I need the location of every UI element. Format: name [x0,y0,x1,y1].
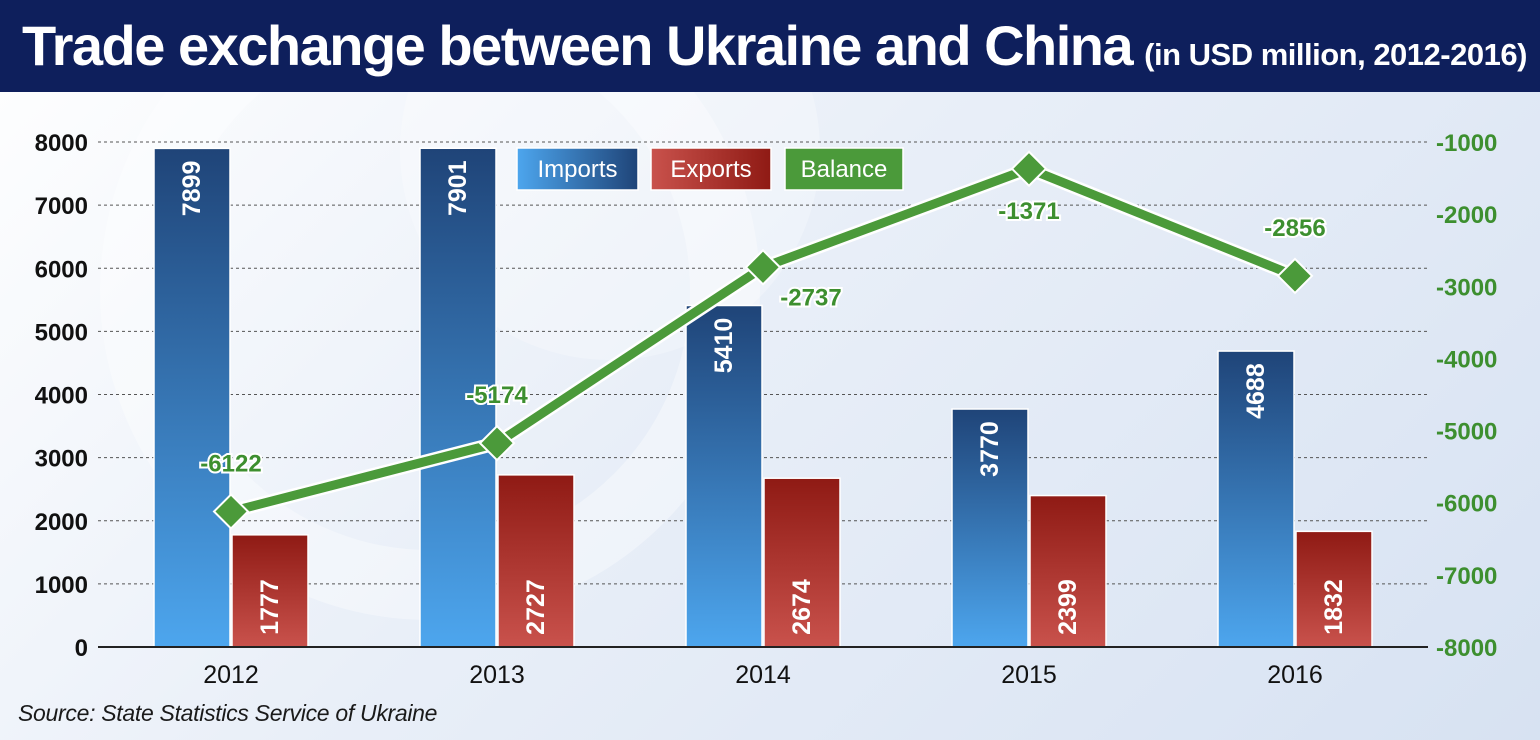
y-left-tick-label: 3000 [35,446,88,473]
y-right-tick-label: -3000 [1436,274,1497,301]
imports-bar [1217,350,1295,648]
legend-swatch [650,147,772,191]
exports-value-label: 2674 [788,579,816,635]
exports-value-label: 2399 [1054,579,1082,635]
exports-value-label: 1777 [256,579,284,635]
balance-point [744,248,782,286]
balance-point [212,493,250,530]
y-right-tick-label: -1000 [1436,130,1497,157]
y-left-tick-label: 6000 [35,256,88,283]
y-right-tick-label: -5000 [1436,419,1497,446]
balance-value-label: -1371 [998,198,1059,225]
imports-value-label: 3770 [976,421,1004,477]
legend-swatch [784,147,904,191]
x-tick-label: 2014 [735,661,791,689]
balance-line: -6122 -5174 -2737 -1371 -2856 [198,150,1328,530]
y-left-tick-label: 7000 [35,193,88,220]
y-right-tick-label: -8000 [1436,635,1497,662]
imports-bar [419,147,497,648]
y-left-tick-label: 5000 [35,319,88,346]
y-left-tick-label: 1000 [35,572,88,599]
exports-value-label: 1832 [1320,579,1348,635]
balance-point [1276,257,1314,295]
chart-subtitle: (in USD million, 2012-2016) [1144,37,1527,72]
bars: 7899 1777 7901 2727 5410 2674 3770 2399 4688 1832 [153,147,1373,648]
legend-label: Exports [670,156,751,183]
source-note: Source: State Statistics Service of Ukra… [18,700,438,726]
y-right-tick-label: -6000 [1436,491,1497,518]
x-tick-label: 2012 [203,661,259,689]
y-right-tick-label: -7000 [1436,563,1497,590]
x-tick-label: 2016 [1267,661,1323,689]
y-left-tick-label: 8000 [35,130,88,157]
y-left-tick-label: 4000 [35,383,88,410]
x-tick-label: 2013 [469,661,525,689]
balance-value-label: -2856 [1264,215,1325,242]
y-left-tick-label: 0 [75,635,88,662]
chart-header: Trade exchange between Ukraine and China… [0,0,1540,92]
trade-chart: 7899 1777 7901 2727 5410 2674 3770 2399 4688 1832… [35,130,1498,689]
balance-line-outline [229,161,1298,519]
legend-label: Imports [537,156,617,183]
balance-value-label: -6122 [200,451,261,478]
balance-value-label: -5174 [466,382,528,409]
balance-value-label: -2737 [780,284,841,311]
exports-value-label: 2727 [522,579,550,635]
imports-bar [153,147,231,648]
y-left-tick-label: 2000 [35,509,88,536]
legend-swatch [516,147,639,191]
imports-value-label: 4688 [1242,363,1270,419]
x-tick-label: 2015 [1001,661,1057,689]
imports-bar [685,304,763,648]
legend-label: Balance [801,156,888,183]
legend: Imports Exports Balance [516,147,904,191]
imports-value-label: 5410 [710,318,738,374]
imports-value-label: 7899 [178,161,206,217]
imports-value-label: 7901 [444,160,472,216]
axes: 0 1000 2000 3000 4000 5000 6000 7000 8000 -8000 -7… [35,130,1498,689]
exports-bar [1029,494,1107,648]
chart-title: Trade exchange between Ukraine and China [22,14,1134,77]
exports-bar [231,534,309,648]
y-right-tick-label: -2000 [1436,202,1497,229]
exports-bar [1295,530,1373,648]
balance-line-path [229,164,1297,516]
balance-point [478,424,516,462]
balance-point [1010,150,1048,188]
exports-bar [497,474,575,648]
y-right-tick-label: -4000 [1436,346,1497,373]
